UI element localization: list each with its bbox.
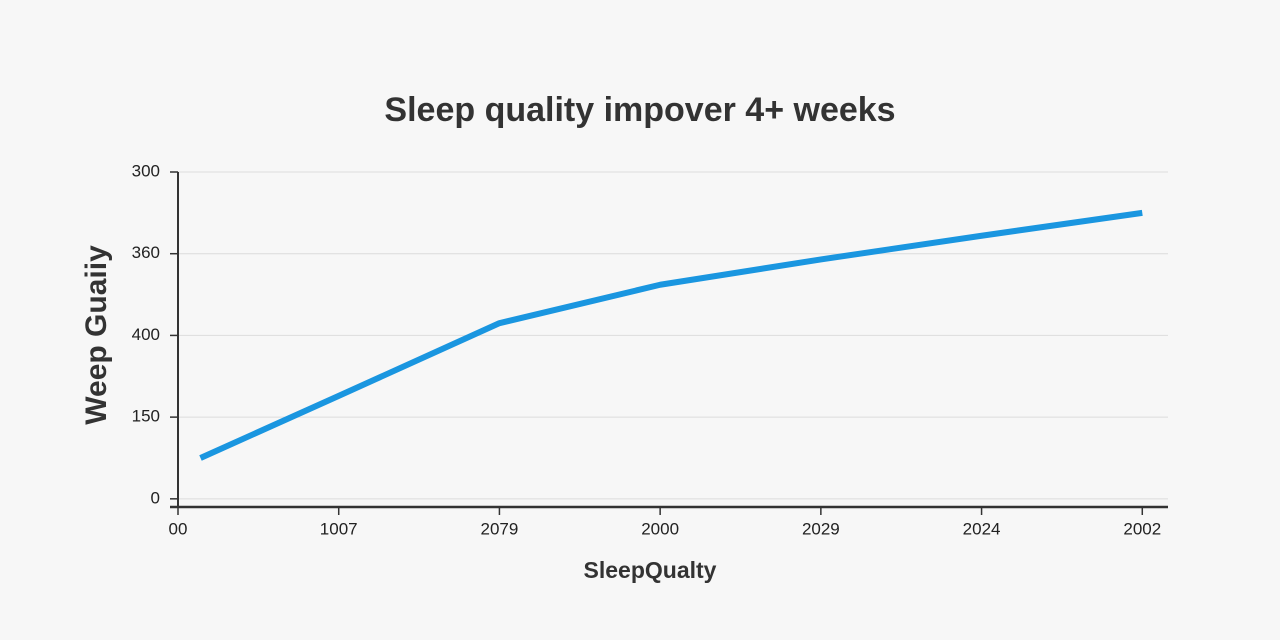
y-tick-label: 360 xyxy=(132,243,160,262)
data-line xyxy=(199,209,1143,461)
y-axis-label: Weep Guaiiy xyxy=(80,245,113,425)
x-tick-label: 00 xyxy=(169,519,188,538)
y-tick-label: 150 xyxy=(132,407,160,426)
y-tick-label: 0 xyxy=(151,488,160,507)
x-tick-label: 2079 xyxy=(481,519,519,538)
x-axis-label: SleepQualty xyxy=(584,557,717,583)
x-tick-label: 2002 xyxy=(1123,519,1161,538)
y-tick-label: 300 xyxy=(132,161,160,180)
x-tick-label: 1007 xyxy=(320,519,358,538)
x-tick-label: 2029 xyxy=(802,519,840,538)
x-tick-label: 2024 xyxy=(963,519,1001,538)
y-tick-label: 400 xyxy=(132,325,160,344)
x-tick-label: 2000 xyxy=(641,519,679,538)
chart-title: Sleep quality impover 4+ weeks xyxy=(384,91,895,129)
